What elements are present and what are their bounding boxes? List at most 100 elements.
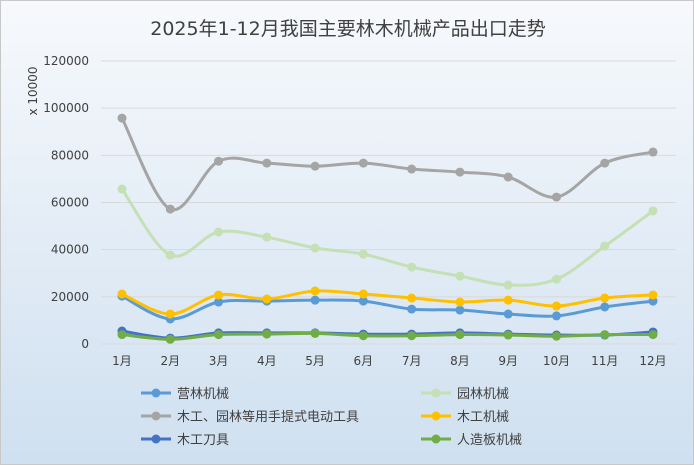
data-point — [407, 164, 417, 174]
data-point — [503, 280, 513, 290]
data-point — [551, 311, 561, 321]
legend-label: 人造板机械 — [457, 433, 522, 448]
data-point — [407, 331, 417, 341]
data-point — [648, 290, 658, 300]
data-point — [648, 330, 658, 340]
data-point — [165, 334, 175, 344]
data-point — [455, 305, 465, 315]
series-2 — [117, 113, 658, 214]
data-point — [358, 289, 368, 299]
x-tick-label: 10月 — [543, 354, 570, 368]
data-point — [262, 329, 272, 339]
legend-label: 木工、园林等用手提式电动工具 — [177, 409, 359, 425]
data-point — [358, 158, 368, 168]
x-tick-label: 8月 — [450, 354, 470, 368]
data-point — [600, 241, 610, 251]
data-point — [551, 192, 561, 202]
x-tick-label: 4月 — [257, 354, 277, 368]
legend-item: 木工、园林等用手提式电动工具 — [141, 409, 359, 425]
data-point — [310, 295, 320, 305]
y-tick-label: 60000 — [51, 196, 89, 210]
x-tick-label: 3月 — [209, 354, 229, 368]
data-point — [117, 184, 127, 194]
series-1 — [117, 184, 658, 290]
legend-marker-icon — [431, 434, 441, 444]
data-point — [165, 250, 175, 260]
data-point — [600, 293, 610, 303]
data-point — [455, 297, 465, 307]
data-point — [503, 330, 513, 340]
data-point — [455, 330, 465, 340]
data-point — [600, 158, 610, 168]
y-tick-label: 80000 — [51, 148, 89, 162]
data-point — [214, 297, 224, 307]
y-tick-label: 120000 — [43, 54, 89, 68]
data-point — [262, 294, 272, 304]
data-point — [262, 232, 272, 242]
data-point — [358, 249, 368, 259]
data-point — [214, 290, 224, 300]
data-point — [551, 331, 561, 341]
x-tick-label: 12月 — [639, 354, 666, 368]
legend-marker-icon — [431, 411, 441, 421]
data-point — [503, 172, 513, 182]
legend-item: 木工刀具 — [141, 433, 229, 448]
legend-marker-icon — [431, 388, 441, 398]
data-point — [503, 309, 513, 319]
y-axis-label: x 10000 — [26, 66, 40, 115]
y-tick-label: 0 — [81, 337, 89, 351]
series-line — [121, 289, 654, 316]
legend-label: 木工刀具 — [177, 433, 229, 448]
data-point — [117, 289, 127, 299]
legend-marker-icon — [151, 434, 161, 444]
data-point — [648, 206, 658, 216]
series-3 — [117, 286, 658, 319]
data-point — [503, 295, 513, 305]
x-tick-label: 11月 — [591, 354, 618, 368]
data-point — [214, 227, 224, 237]
data-point — [358, 331, 368, 341]
data-point — [310, 286, 320, 296]
legend-item: 营林机械 — [141, 387, 229, 402]
data-point — [214, 156, 224, 166]
data-point — [407, 293, 417, 303]
data-point — [455, 271, 465, 281]
data-point — [551, 274, 561, 284]
data-point — [551, 301, 561, 311]
series-line — [120, 117, 654, 212]
data-point — [600, 330, 610, 340]
data-point — [358, 296, 368, 306]
legend-label: 园林机械 — [457, 387, 509, 402]
x-tick-label: 2月 — [160, 354, 180, 368]
data-point — [310, 328, 320, 338]
legend-item: 木工机械 — [421, 410, 509, 425]
legend-marker-icon — [151, 411, 161, 421]
data-point — [165, 204, 175, 214]
series-5 — [117, 328, 658, 344]
data-point — [600, 302, 610, 312]
x-tick-label: 7月 — [402, 354, 422, 368]
legend-label: 木工机械 — [457, 410, 509, 425]
x-tick-label: 6月 — [354, 354, 374, 368]
legend-label: 营林机械 — [177, 387, 229, 402]
legend-marker-icon — [151, 388, 161, 398]
data-point — [648, 147, 658, 157]
y-tick-label: 100000 — [43, 101, 89, 115]
x-tick-label: 9月 — [498, 354, 518, 368]
data-point — [117, 113, 127, 123]
data-point — [310, 161, 320, 171]
data-point — [214, 330, 224, 340]
chart-title: 2025年1-12月我国主要林木机械产品出口走势 — [150, 18, 545, 40]
x-tick-label: 1月 — [112, 354, 132, 368]
data-point — [455, 167, 465, 177]
data-point — [407, 262, 417, 272]
x-tick-label: 5月 — [305, 354, 325, 368]
data-point — [262, 158, 272, 168]
y-tick-label: 20000 — [51, 290, 89, 304]
legend-item: 人造板机械 — [421, 433, 522, 448]
data-point — [117, 330, 127, 340]
series-line — [120, 188, 654, 287]
data-point — [310, 243, 320, 253]
